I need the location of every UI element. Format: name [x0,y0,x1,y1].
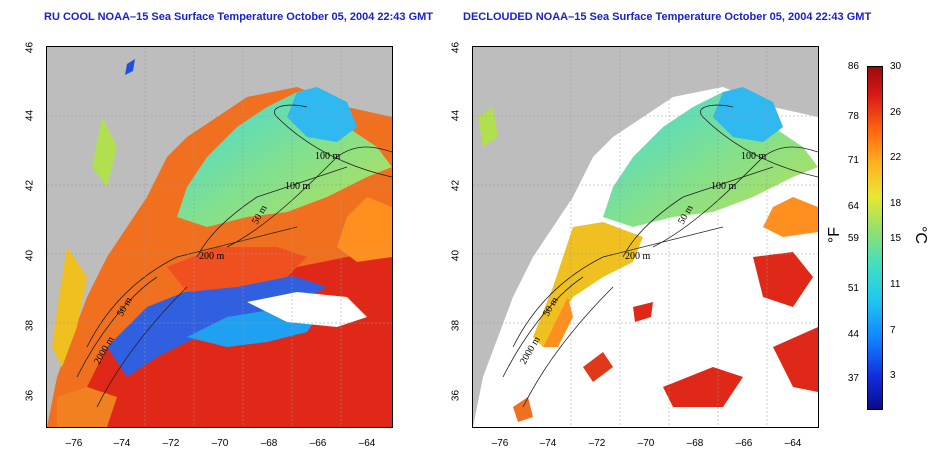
left-sst-image: 100 m 100 m 50 m 200 m 50 m 2000 m [47,47,392,427]
right-sst-image: 100 m 100 m 50 m 200 m 50 m 2000 m [473,47,818,427]
y-tick: 42 [450,179,462,192]
left-sst-map: 100 m 100 m 50 m 200 m 50 m 2000 m [46,46,393,428]
x-tick: –74 [113,438,131,449]
contour-label: 200 m [199,251,225,262]
colorbar [867,66,883,410]
y-tick: 36 [450,389,462,402]
colorbar-c-tick: 18 [890,198,902,209]
y-tick: 40 [24,249,36,262]
x-tick: –72 [588,438,606,449]
y-tick: 46 [24,41,36,54]
x-tick: –70 [211,438,229,449]
right-sst-map: 100 m 100 m 50 m 200 m 50 m 2000 m [472,46,819,428]
x-tick: –64 [784,438,802,449]
x-tick: –64 [358,438,376,449]
y-tick: 44 [450,109,462,122]
y-tick: 46 [450,41,462,54]
contour-label: 100 m [285,181,311,192]
colorbar-f-tick: 59 [847,233,859,244]
y-tick: 36 [24,389,36,402]
x-tick: –76 [491,438,509,449]
colorbar-c-tick: 30 [890,61,902,72]
colorbar-c-tick: 22 [890,152,902,163]
contour-label: 100 m [315,151,341,162]
colorbar-f-tick: 51 [847,283,859,294]
y-tick: 38 [24,319,36,332]
x-tick: –66 [309,438,327,449]
y-tick: 40 [450,249,462,262]
colorbar-c-tick: 26 [890,107,902,118]
colorbar-f-tick: 71 [847,155,859,166]
celsius-unit: °C [911,226,929,244]
x-tick: –76 [65,438,83,449]
colorbar-f-tick: 86 [847,61,859,72]
colorbar-f-tick: 37 [847,373,859,384]
x-tick: –72 [162,438,180,449]
contour-label: 100 m [741,151,767,162]
contour-label: 100 m [711,181,737,192]
right-map-title: DECLOUDED NOAA–15 Sea Surface Temperatur… [463,11,872,23]
y-tick: 38 [450,319,462,332]
colorbar-c-tick: 15 [890,233,902,244]
left-map-title: RU COOL NOAA–15 Sea Surface Temperature … [44,11,434,23]
colorbar-f-tick: 78 [847,111,859,122]
x-tick: –70 [637,438,655,449]
colorbar-f-tick: 64 [847,201,859,212]
colorbar-c-tick: 11 [890,279,901,290]
contour-label: 200 m [625,251,651,262]
x-tick: –68 [260,438,278,449]
y-tick: 44 [24,109,36,122]
fahrenheit-unit: °F [826,226,844,244]
colorbar-c-tick: 7 [890,325,896,336]
colorbar-c-tick: 3 [890,370,896,381]
x-tick: –66 [735,438,753,449]
y-tick: 42 [24,179,36,192]
colorbar-f-tick: 44 [847,329,859,340]
x-tick: –68 [686,438,704,449]
x-tick: –74 [539,438,557,449]
